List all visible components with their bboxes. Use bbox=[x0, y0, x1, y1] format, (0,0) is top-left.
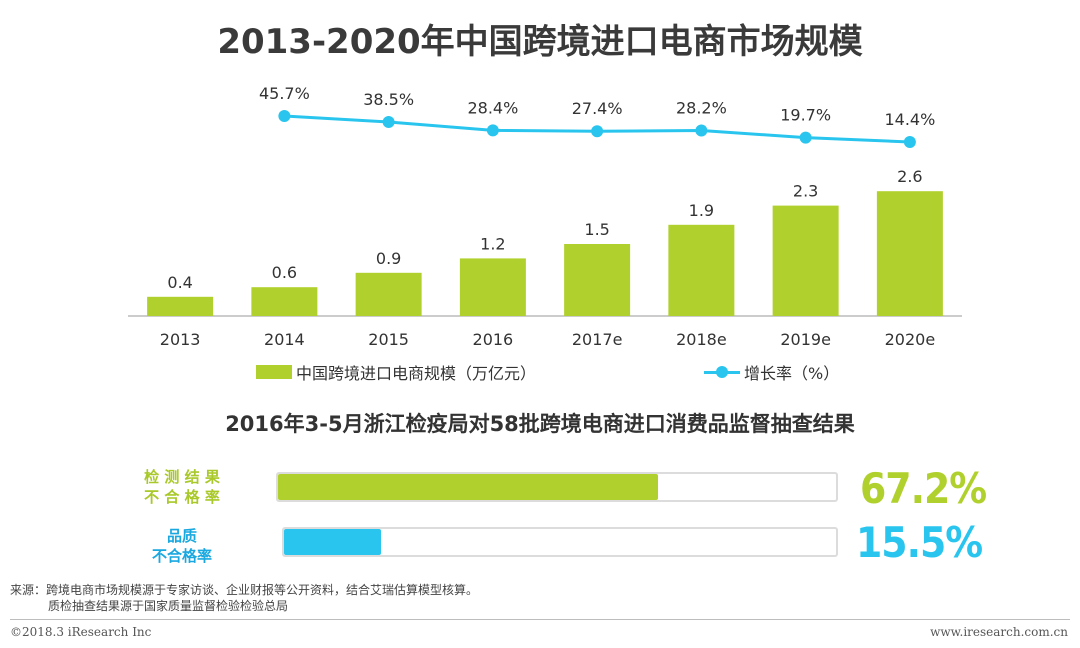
bar-label-2020e: 2.6 bbox=[897, 167, 922, 186]
bar-2016 bbox=[459, 258, 526, 316]
growth-label-2020e: 14.4% bbox=[884, 110, 935, 129]
growth-point-2016 bbox=[486, 124, 499, 137]
growth-label-2018e: 28.2% bbox=[676, 99, 727, 118]
growth-point-2019e bbox=[799, 131, 812, 144]
metric-label-line2: 不合格率 bbox=[151, 547, 212, 565]
x-tick-label-2013: 2013 bbox=[160, 330, 201, 349]
growth-label-2016: 28.4% bbox=[467, 98, 518, 117]
bar-2017e bbox=[564, 244, 631, 316]
bar-label-2017e: 1.5 bbox=[584, 220, 609, 239]
growth-point-2018e bbox=[695, 124, 708, 137]
metric-label-line1: 品质 bbox=[166, 527, 197, 545]
x-tick-label-2017e: 2017e bbox=[572, 330, 623, 349]
metric-label-quality: 品质 不合格率 bbox=[122, 526, 242, 566]
bar-label-2019e: 2.3 bbox=[793, 182, 818, 201]
bar-label-2015: 0.9 bbox=[376, 249, 401, 268]
bar-2015 bbox=[355, 272, 422, 316]
source-line-2: 质检抽查结果源于国家质量监督检验检验总局 bbox=[48, 599, 289, 613]
x-tick-label-2016: 2016 bbox=[473, 330, 514, 349]
growth-label-2019e: 19.7% bbox=[780, 106, 831, 125]
website-link[interactable]: www.iresearch.com.cn bbox=[930, 625, 1068, 639]
x-tick-label-2020e: 2020e bbox=[885, 330, 936, 349]
metric-label-inspection: 检 测 结 果 不 合 格 率 bbox=[122, 467, 242, 507]
progress-fill-quality bbox=[284, 529, 381, 555]
x-tick-label-2015: 2015 bbox=[368, 330, 409, 349]
bar-label-2014: 0.6 bbox=[272, 263, 297, 282]
growth-point-2017e bbox=[591, 125, 604, 138]
inspection-title: 2016年3-5月浙江检疫局对58批跨境电商进口消费品监督抽查结果 bbox=[225, 412, 855, 436]
quality-rate-value: 15.5% bbox=[856, 518, 983, 567]
metric-label-line2: 不 合 格 率 bbox=[144, 488, 220, 506]
growth-point-2015 bbox=[382, 115, 395, 128]
legend-bar-label: 中国跨境进口电商规模（万亿元） bbox=[296, 364, 537, 383]
bar-2014 bbox=[251, 287, 318, 316]
bar-2019e bbox=[772, 205, 839, 316]
growth-label-2014: 45.7% bbox=[259, 84, 310, 103]
footer-divider bbox=[10, 619, 1070, 620]
market-size-chart: 0.4 2013 0.6 2014 0.9 2015 1.2 2016 1.5 2017e 1.9 2… bbox=[128, 84, 962, 349]
bar-2018e bbox=[668, 224, 735, 316]
x-tick-label-2014: 2014 bbox=[264, 330, 305, 349]
legend-line-label: 增长率（%） bbox=[744, 364, 840, 383]
source-note: 来源：跨境电商市场规模源于专家访谈、企业财报等公开资料，结合艾瑞估算模型核算。 … bbox=[10, 582, 478, 614]
legend-line: 增长率（%） bbox=[704, 360, 839, 384]
chart-title: 2013-2020年中国跨境进口电商市场规模 bbox=[217, 22, 863, 62]
x-tick-label-2019e: 2019e bbox=[780, 330, 831, 349]
x-tick-label-2018e: 2018e bbox=[676, 330, 727, 349]
progress-track-quality bbox=[282, 527, 838, 557]
metric-label-line1: 检 测 结 果 bbox=[144, 468, 220, 486]
growth-point-2020e bbox=[903, 136, 916, 148]
progress-fill-inspection bbox=[278, 474, 658, 500]
bar-label-2013: 0.4 bbox=[167, 273, 192, 292]
progress-track-inspection bbox=[276, 472, 838, 502]
growth-point-2014 bbox=[278, 110, 291, 122]
bar-2020e bbox=[876, 191, 943, 316]
bar-label-2018e: 1.9 bbox=[689, 201, 714, 220]
copyright: ©2018.3 iResearch Inc bbox=[10, 625, 152, 639]
legend-bar-swatch bbox=[256, 365, 292, 379]
legend-line-swatch bbox=[704, 365, 740, 379]
inspection-rate-value: 67.2% bbox=[860, 464, 987, 513]
growth-label-2017e: 27.4% bbox=[572, 99, 623, 118]
bar-2013 bbox=[147, 296, 214, 316]
source-line-1: 来源：跨境电商市场规模源于专家访谈、企业财报等公开资料，结合艾瑞估算模型核算。 bbox=[10, 583, 479, 597]
legend-bar: 中国跨境进口电商规模（万亿元） bbox=[256, 360, 536, 384]
growth-label-2015: 38.5% bbox=[363, 90, 414, 109]
bar-label-2016: 1.2 bbox=[480, 234, 505, 253]
